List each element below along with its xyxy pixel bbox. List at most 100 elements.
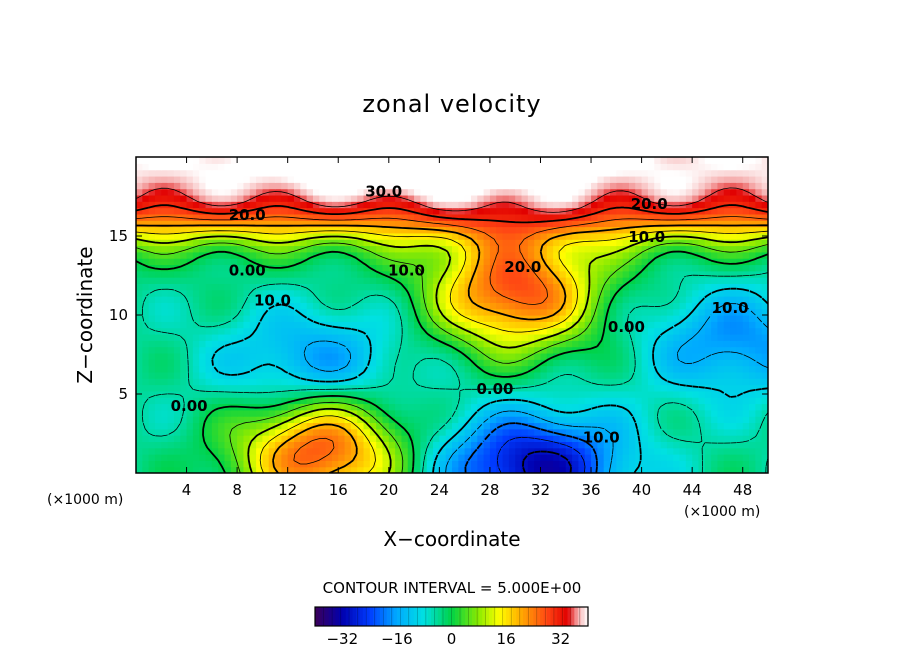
heatmap-cell bbox=[319, 157, 327, 164]
heatmap-cell bbox=[515, 327, 523, 335]
heatmap-cell bbox=[256, 188, 263, 196]
heatmap-cell bbox=[464, 308, 472, 316]
heatmap-cell bbox=[401, 378, 409, 386]
heatmap-cell bbox=[186, 422, 194, 430]
heatmap-cell bbox=[572, 232, 579, 240]
heatmap-cell bbox=[559, 289, 567, 297]
heatmap-cell bbox=[711, 289, 719, 297]
heatmap-cell bbox=[331, 175, 339, 183]
heatmap-cell bbox=[306, 333, 314, 341]
heatmap-cell bbox=[433, 346, 440, 354]
heatmap-cell bbox=[717, 270, 725, 278]
heatmap-cell bbox=[546, 384, 554, 392]
heatmap-cell bbox=[654, 163, 662, 171]
heatmap-cell bbox=[521, 296, 529, 303]
heatmap-cell bbox=[610, 441, 617, 449]
heatmap-cell bbox=[515, 378, 523, 386]
heatmap-cell bbox=[610, 352, 617, 360]
heatmap-cell bbox=[287, 466, 295, 473]
heatmap-cell bbox=[521, 194, 529, 202]
heatmap-cell bbox=[369, 390, 377, 398]
heatmap-cell bbox=[553, 397, 561, 405]
heatmap-cell bbox=[388, 270, 396, 278]
heatmap-cell bbox=[414, 365, 421, 373]
heatmap-cell bbox=[761, 447, 768, 455]
heatmap-cell bbox=[407, 270, 415, 278]
heatmap-cell bbox=[167, 283, 175, 291]
heatmap-cell bbox=[173, 403, 181, 411]
heatmap-cell bbox=[622, 157, 630, 164]
heatmap-cell bbox=[433, 435, 440, 442]
heatmap-cell bbox=[647, 365, 655, 373]
heatmap-cell bbox=[698, 182, 706, 190]
heatmap-cell bbox=[287, 447, 295, 455]
heatmap-cell bbox=[458, 239, 466, 247]
heatmap-cell bbox=[192, 384, 200, 392]
heatmap-cell bbox=[395, 188, 403, 196]
heatmap-cell bbox=[572, 251, 579, 259]
heatmap-cell bbox=[325, 327, 333, 335]
heatmap-cell bbox=[218, 175, 226, 183]
heatmap-cell bbox=[502, 441, 510, 449]
heatmap-cell bbox=[224, 460, 232, 468]
heatmap-cell bbox=[559, 264, 567, 272]
heatmap-cell bbox=[199, 169, 207, 177]
heatmap-cell bbox=[553, 359, 561, 367]
heatmap-cell bbox=[559, 226, 567, 234]
heatmap-cell bbox=[414, 188, 421, 196]
heatmap-cell bbox=[407, 441, 415, 449]
heatmap-cell bbox=[237, 409, 245, 417]
heatmap-cell bbox=[578, 169, 586, 177]
heatmap-cell bbox=[136, 441, 143, 449]
heatmap-cell bbox=[698, 416, 706, 424]
heatmap-cell bbox=[300, 232, 308, 240]
heatmap-cell bbox=[483, 163, 491, 171]
heatmap-cell bbox=[142, 239, 150, 247]
heatmap-cell bbox=[521, 220, 529, 228]
heatmap-cell bbox=[344, 239, 352, 247]
heatmap-cell bbox=[243, 264, 251, 272]
heatmap-cell bbox=[186, 270, 194, 278]
heatmap-cell bbox=[154, 258, 162, 266]
heatmap-cell bbox=[224, 327, 232, 335]
heatmap-cell bbox=[211, 289, 219, 297]
heatmap-cell bbox=[401, 182, 409, 190]
heatmap-cell bbox=[319, 384, 327, 392]
heatmap-cell bbox=[388, 302, 396, 310]
heatmap-cell bbox=[199, 264, 207, 272]
heatmap-cell bbox=[319, 352, 327, 360]
heatmap-cell bbox=[167, 270, 175, 278]
heatmap-cell bbox=[192, 460, 200, 468]
heatmap-cell bbox=[237, 321, 245, 329]
heatmap-cell bbox=[136, 447, 143, 455]
heatmap-cell bbox=[407, 201, 415, 209]
heatmap-cell bbox=[521, 435, 529, 442]
heatmap-cell bbox=[161, 441, 169, 449]
heatmap-cell bbox=[603, 296, 611, 303]
heatmap-cell bbox=[363, 447, 371, 455]
heatmap-cell bbox=[616, 346, 624, 354]
heatmap-cell bbox=[470, 169, 478, 177]
heatmap-cell bbox=[439, 390, 447, 398]
heatmap-cell bbox=[268, 416, 276, 424]
heatmap-cell bbox=[534, 346, 542, 354]
heatmap-cell bbox=[647, 397, 655, 405]
heatmap-cell bbox=[312, 435, 320, 442]
heatmap-cell bbox=[211, 182, 219, 190]
heatmap-cell bbox=[698, 340, 706, 348]
heatmap-cell bbox=[584, 340, 592, 348]
heatmap-cell bbox=[388, 169, 396, 177]
heatmap-cell bbox=[698, 270, 706, 278]
heatmap-cell bbox=[723, 207, 731, 215]
heatmap-cell bbox=[546, 460, 554, 468]
heatmap-cell bbox=[730, 460, 737, 468]
heatmap-cell bbox=[666, 371, 674, 379]
heatmap-cell bbox=[761, 220, 768, 228]
heatmap-cell bbox=[730, 346, 737, 354]
heatmap-cell bbox=[660, 264, 668, 272]
heatmap-cell bbox=[584, 157, 592, 164]
heatmap-cell bbox=[306, 447, 314, 455]
heatmap-cell bbox=[628, 321, 636, 329]
heatmap-cell bbox=[199, 201, 207, 209]
heatmap-cell bbox=[338, 157, 346, 164]
